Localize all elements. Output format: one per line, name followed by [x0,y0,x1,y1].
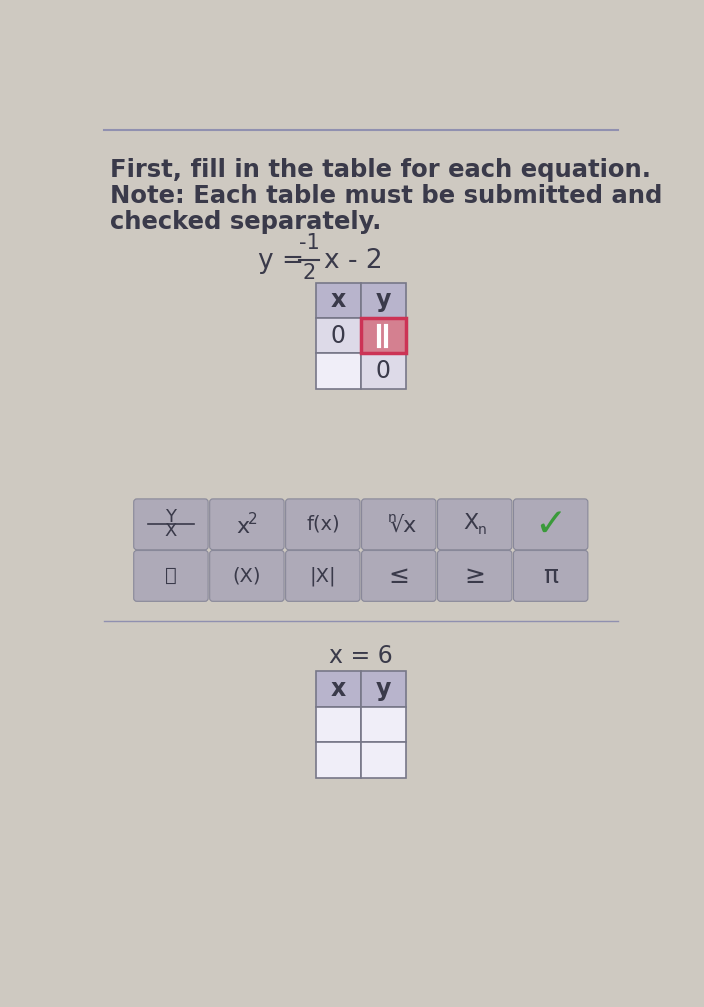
Text: n: n [388,512,397,526]
Text: (X): (X) [232,566,261,585]
Text: Note: Each table must be submitted and: Note: Each table must be submitted and [110,184,662,208]
Bar [361,318,406,353]
Text: 2: 2 [249,513,258,528]
Bar [316,353,361,389]
Bar [361,353,406,389]
Bar [316,283,361,318]
Bar [316,672,361,707]
Bar [361,707,406,742]
Text: n: n [478,524,487,538]
Bar [316,707,361,742]
Text: Y: Y [165,509,177,527]
Text: checked separately.: checked separately. [110,210,381,235]
Text: x - 2: x - 2 [325,248,383,274]
Text: First, fill in the table for each equation.: First, fill in the table for each equati… [110,158,650,182]
Text: √x: √x [390,516,417,536]
Text: x: x [237,517,249,537]
Text: y: y [376,288,391,312]
FancyBboxPatch shape [513,498,588,550]
Text: y: y [376,677,391,701]
FancyBboxPatch shape [437,551,512,601]
Bar [316,318,361,353]
FancyBboxPatch shape [134,551,208,601]
FancyBboxPatch shape [362,551,436,601]
FancyBboxPatch shape [210,551,284,601]
Text: x: x [331,288,346,312]
FancyBboxPatch shape [286,551,360,601]
Text: 🗑: 🗑 [165,566,177,585]
FancyBboxPatch shape [210,498,284,550]
Text: 2: 2 [302,263,315,283]
Text: f(x): f(x) [306,515,339,534]
Bar [361,283,406,318]
FancyBboxPatch shape [362,498,436,550]
FancyBboxPatch shape [513,551,588,601]
Text: π: π [543,564,558,588]
Bar [361,672,406,707]
Text: 0: 0 [376,359,391,383]
Text: ✓: ✓ [534,506,567,544]
Bar [361,742,406,777]
Text: ≥: ≥ [464,564,485,588]
FancyBboxPatch shape [286,498,360,550]
Text: x: x [331,677,346,701]
FancyBboxPatch shape [134,498,208,550]
Text: ≤: ≤ [389,564,409,588]
Text: |X|: |X| [310,566,336,586]
Bar [361,318,406,353]
Text: X: X [463,513,479,533]
Text: y =: y = [258,248,313,274]
Text: x = 6: x = 6 [329,644,393,668]
FancyBboxPatch shape [437,498,512,550]
Text: 0: 0 [331,323,346,347]
Bar [316,742,361,777]
Text: X: X [165,523,177,540]
Text: -1: -1 [298,233,319,253]
